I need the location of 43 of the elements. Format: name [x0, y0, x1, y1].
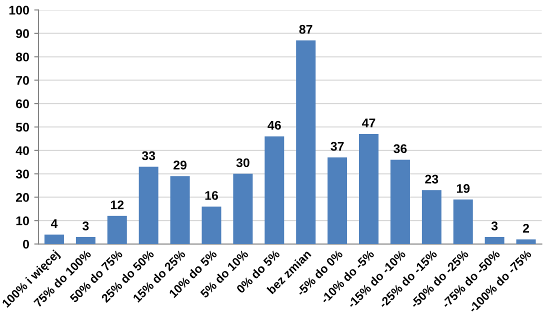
bar	[422, 190, 442, 244]
bar	[390, 160, 410, 244]
bar	[484, 237, 504, 244]
y-tick-label: 80	[16, 52, 29, 62]
data-label: 12	[110, 200, 124, 210]
bar	[328, 157, 348, 244]
data-label: 37	[330, 142, 344, 151]
bar	[76, 237, 96, 244]
y-tick-label: 90	[16, 29, 29, 38]
y-tick-label: 30	[16, 170, 29, 178]
data-label: 46	[268, 120, 281, 130]
y-tick-label: 10	[16, 216, 29, 226]
data-label: 3	[82, 222, 89, 230]
y-tick-label: 40	[16, 146, 29, 156]
bar	[516, 239, 536, 244]
data-label: 16	[205, 191, 218, 200]
bar	[233, 174, 253, 244]
data-label: 3	[491, 222, 498, 230]
bar	[170, 176, 190, 244]
data-label: 2	[522, 224, 529, 233]
y-tick-label: 70	[16, 76, 29, 85]
bar	[202, 206, 222, 244]
data-label: 33	[142, 151, 156, 160]
bar	[453, 200, 473, 244]
data-label: 29	[174, 160, 187, 170]
y-tick-label: 100	[9, 6, 29, 15]
bar	[44, 234, 64, 244]
bar	[107, 216, 127, 244]
data-label: 30	[236, 158, 250, 168]
data-label: 19	[456, 184, 470, 193]
data-label: 36	[394, 144, 407, 154]
data-label: 4	[50, 219, 58, 228]
y-tick-label: 0	[23, 240, 29, 249]
y-tick-label: 50	[16, 122, 29, 132]
data-label: 47	[362, 118, 376, 128]
bar	[296, 40, 316, 244]
y-tick-label: 20	[16, 193, 29, 202]
bar	[359, 134, 379, 244]
data-label: 23	[425, 174, 438, 184]
y-tick-label: 60	[16, 99, 29, 108]
data-label: 87	[299, 24, 312, 34]
bar	[138, 166, 158, 244]
bar	[264, 136, 284, 244]
